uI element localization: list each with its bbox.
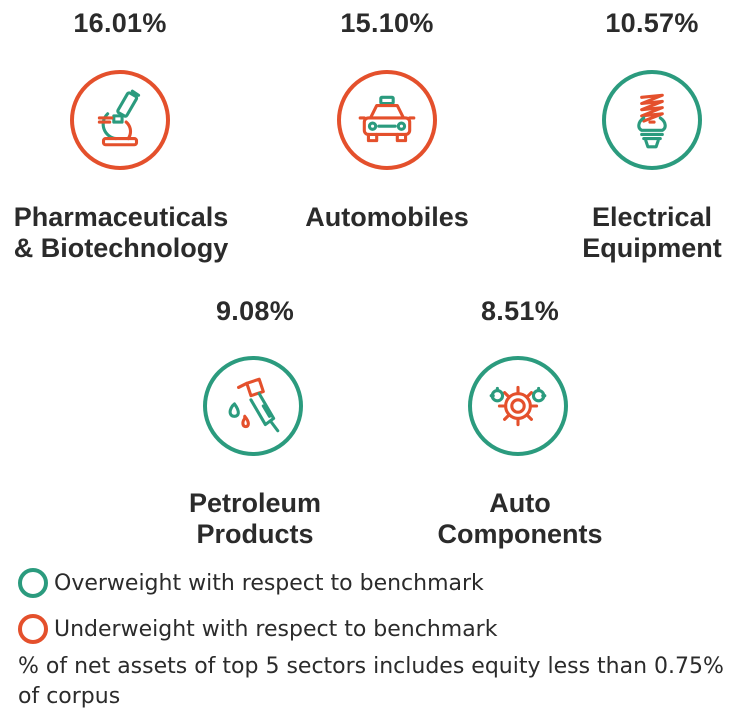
legend-underweight: Underweight with respect to benchmark (18, 614, 497, 644)
sector-name-line2: Products (196, 519, 314, 549)
sector-name-line1: Pharmaceuticals (13, 202, 229, 232)
sector-name-automobiles: Automobiles (275, 202, 499, 233)
sector-name-line2: & Biotechnology (13, 233, 229, 263)
microscope-icon (87, 87, 153, 153)
sector-name-pharmaceuticals: Pharmaceuticals & Biotechnology (0, 202, 242, 264)
gears-icon (485, 373, 551, 439)
sector-circle-automobiles (337, 70, 437, 170)
legend-overweight: Overweight with respect to benchmark (18, 568, 484, 598)
sector-name-line1: Auto (489, 488, 551, 518)
legend-overweight-label: Overweight with respect to benchmark (54, 570, 484, 596)
sector-name-line1: Automobiles (305, 202, 469, 232)
sector-percent-petroleum: 9.08% (215, 296, 295, 326)
car-icon (354, 87, 420, 153)
light-bulb-icon (619, 87, 685, 153)
sector-circle-auto-components (468, 356, 568, 456)
overweight-ring-icon (18, 568, 48, 598)
sector-circle-pharmaceuticals (70, 70, 170, 170)
sector-percent-pharmaceuticals: 16.01% (73, 8, 167, 38)
sector-name-auto-components: Auto Components (415, 488, 625, 550)
fuel-nozzle-icon (220, 373, 286, 439)
sector-name-electrical: Electrical Equipment (557, 202, 742, 264)
sector-circle-electrical (602, 70, 702, 170)
sector-circle-petroleum (203, 356, 303, 456)
sector-name-line1: Petroleum (188, 488, 322, 518)
sector-name-line1: Electrical (591, 202, 713, 232)
sector-name-line2: Components (437, 519, 603, 549)
sector-percent-automobiles: 15.10% (340, 8, 434, 38)
sector-percent-electrical: 10.57% (605, 8, 699, 38)
footnote: % of net assets of top 5 sectors include… (18, 654, 724, 709)
sector-name-petroleum: Petroleum Products (150, 488, 360, 550)
legend-underweight-label: Underweight with respect to benchmark (54, 616, 498, 642)
sector-percent-auto-components: 8.51% (480, 296, 560, 326)
sector-name-line2: Equipment (582, 233, 722, 263)
underweight-ring-icon (18, 614, 48, 644)
